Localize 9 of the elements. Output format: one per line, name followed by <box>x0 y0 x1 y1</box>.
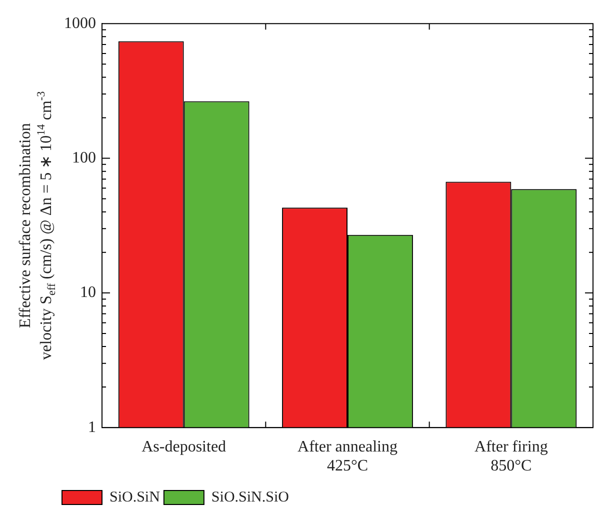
x-tick-label: After firing 850°C <box>474 438 548 475</box>
y-tick-label: 1 <box>88 418 96 436</box>
y-tick-label: 1000 <box>64 14 96 32</box>
x-tick-label: After annealing 425°C <box>298 438 398 475</box>
legend-label: SiO.SiN <box>110 489 160 506</box>
y-tick-label: 10 <box>80 284 96 302</box>
legend-label: SiO.SiN.SiO <box>211 489 290 506</box>
x-tick-label: As-deposited <box>142 438 226 456</box>
y-tick-label: 100 <box>72 149 96 166</box>
